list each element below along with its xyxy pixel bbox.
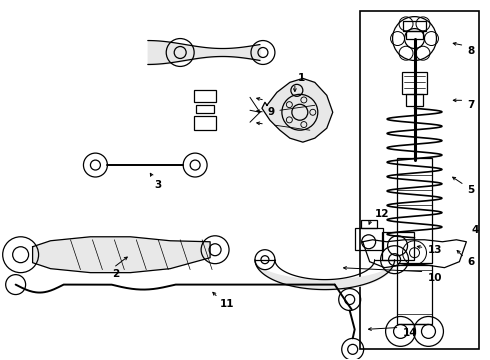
Text: 4: 4 [471,225,479,235]
Bar [196,105,214,113]
Bar [403,21,426,31]
Text: 9: 9 [268,107,275,117]
Bar [355,228,383,250]
Bar [396,265,433,324]
Text: 13: 13 [427,245,442,255]
Text: 2: 2 [112,269,120,279]
Text: 10: 10 [427,273,442,283]
Polygon shape [262,78,333,142]
Text: 1: 1 [298,73,305,84]
Bar [361,220,377,228]
Text: 11: 11 [220,298,235,309]
Text: 7: 7 [467,100,475,110]
Bar [396,158,433,263]
Bar [360,11,479,349]
Text: 6: 6 [467,257,475,267]
Bar [194,116,216,130]
Bar [194,90,216,102]
Bar [406,94,423,106]
Bar [401,72,427,94]
Bar [406,31,423,39]
Bar [382,232,414,260]
Text: 3: 3 [154,180,162,190]
Text: 14: 14 [403,328,417,338]
Polygon shape [33,237,210,273]
Text: 5: 5 [467,185,475,195]
Text: 8: 8 [467,45,475,55]
Text: 12: 12 [375,209,389,219]
